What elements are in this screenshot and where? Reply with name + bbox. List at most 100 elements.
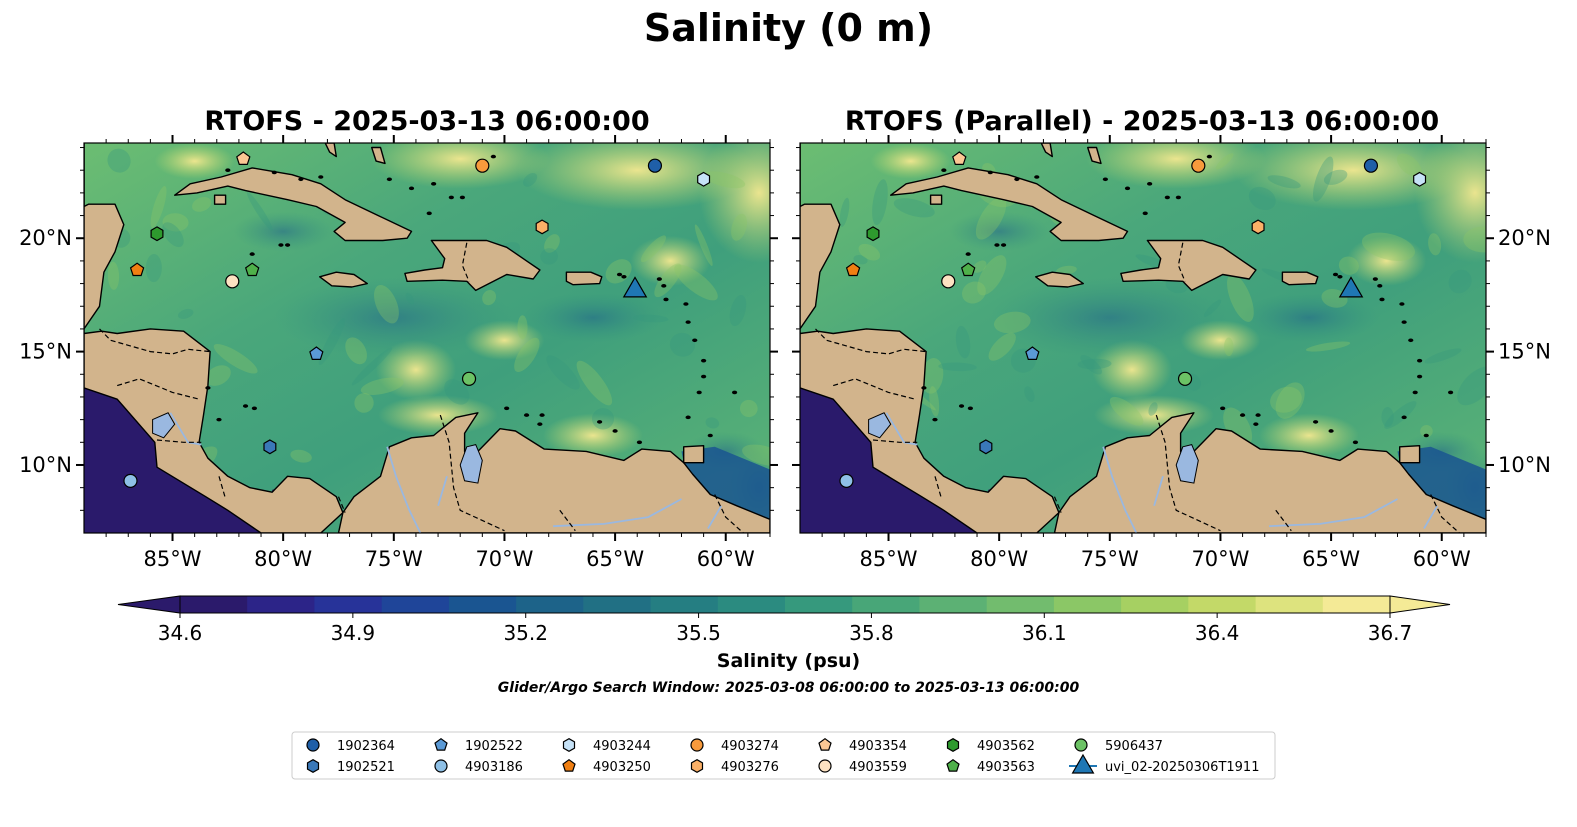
small-island bbox=[298, 177, 304, 182]
small-island bbox=[426, 211, 432, 216]
river bbox=[1102, 446, 1138, 533]
small-island bbox=[1399, 302, 1405, 306]
platform-4903274-marker bbox=[1191, 158, 1206, 173]
eddy-texture bbox=[246, 191, 273, 231]
eddy-texture bbox=[938, 362, 977, 372]
small-island bbox=[941, 168, 947, 173]
eddy-texture bbox=[1361, 232, 1416, 261]
colorbar-segment bbox=[1188, 596, 1257, 613]
small-island bbox=[1417, 374, 1423, 379]
small-island bbox=[965, 252, 971, 256]
platform-1902364-marker bbox=[1363, 158, 1379, 173]
legend: 1902364 1902521 1902522 4903186 4903244 49032… bbox=[291, 731, 1276, 780]
small-island bbox=[1147, 182, 1153, 186]
colorbar-tick-label: 36.1 bbox=[1022, 621, 1067, 645]
lon-tick-label: 85°W bbox=[860, 547, 918, 571]
country-border bbox=[1177, 242, 1186, 282]
small-island bbox=[249, 252, 255, 256]
legend-box bbox=[291, 731, 1276, 780]
country-border bbox=[872, 439, 918, 443]
lon-tick-label: 65°W bbox=[1302, 547, 1360, 571]
high-salinity-patch bbox=[1086, 143, 1267, 189]
eddy-texture bbox=[546, 355, 580, 390]
land-puerto-rico bbox=[1281, 271, 1319, 286]
lat-tick-label: 15°N bbox=[1498, 340, 1551, 364]
country-border bbox=[815, 328, 927, 355]
small-island bbox=[1447, 390, 1454, 395]
land-puerto-rico bbox=[565, 271, 603, 286]
search-window-note: Glider/Argo Search Window: 2025-03-08 06… bbox=[497, 680, 1080, 696]
high-salinity-patch bbox=[1414, 143, 1486, 263]
eddy-texture bbox=[107, 261, 120, 290]
colorbar-tick-label: 35.5 bbox=[676, 621, 721, 645]
platform-1902522-marker bbox=[309, 346, 324, 360]
eddy-texture bbox=[290, 449, 312, 463]
eddy-texture bbox=[694, 224, 713, 266]
low-salinity-patch bbox=[949, 211, 1050, 252]
legend-label: 4903559 bbox=[849, 760, 907, 775]
land-jamaica bbox=[1035, 271, 1084, 288]
colorbar-tick-label: 34.6 bbox=[158, 621, 203, 645]
platform-4903354-marker bbox=[236, 151, 251, 165]
legend-5906437-marker bbox=[1074, 738, 1088, 752]
lake-nicaragua bbox=[868, 412, 892, 439]
high-salinity-patch bbox=[1233, 143, 1474, 211]
high-salinity-patch bbox=[517, 143, 758, 211]
eddy-texture bbox=[544, 234, 560, 253]
country-border bbox=[1430, 494, 1460, 533]
lon-tick-label: 65°W bbox=[586, 547, 644, 571]
land-bahamas-1 bbox=[324, 143, 337, 158]
small-island bbox=[278, 243, 284, 247]
colorbar-segment bbox=[381, 596, 450, 613]
eddy-texture bbox=[1080, 354, 1103, 375]
eddy-texture bbox=[731, 213, 748, 241]
land-trinidad bbox=[1399, 445, 1421, 464]
eddy-texture bbox=[1448, 269, 1472, 294]
eddy-texture bbox=[591, 408, 615, 430]
lon-tick-label: 80°W bbox=[254, 547, 312, 571]
map-frame bbox=[83, 142, 771, 534]
land-cuba bbox=[174, 167, 413, 242]
small-island bbox=[1206, 154, 1212, 159]
colorbar-segment bbox=[919, 596, 988, 613]
country-border bbox=[461, 242, 470, 282]
legend-4903354-marker bbox=[818, 737, 832, 751]
small-island bbox=[490, 154, 496, 159]
eddy-texture bbox=[482, 289, 497, 306]
eddy-texture bbox=[345, 337, 367, 365]
platform-4903354-marker bbox=[952, 151, 967, 165]
small-island bbox=[225, 168, 231, 173]
eddy-texture bbox=[1463, 226, 1486, 253]
land-south-america bbox=[1053, 412, 1486, 533]
eddy-texture bbox=[145, 254, 162, 283]
land-yucatan bbox=[84, 143, 125, 330]
land-central-america bbox=[84, 143, 344, 533]
colorbar-segment bbox=[583, 596, 652, 613]
platform-uvi_02-20250306T1911-marker bbox=[1338, 276, 1364, 298]
high-salinity-patch bbox=[154, 143, 235, 180]
colorbar-segment bbox=[1322, 596, 1391, 613]
river bbox=[885, 412, 918, 446]
high-salinity-patch bbox=[1346, 235, 1427, 286]
small-island bbox=[459, 195, 466, 200]
colorbar: 34.6 34.9 35.2 35.5 35.8 36.1 36.4 36.7 bbox=[117, 595, 1451, 645]
small-island bbox=[216, 417, 222, 422]
platform-4903250-marker bbox=[845, 262, 861, 277]
small-island bbox=[242, 404, 249, 408]
platform-4903276-marker bbox=[1251, 219, 1265, 235]
eddy-texture bbox=[1312, 156, 1334, 202]
small-island bbox=[1164, 195, 1170, 200]
small-island bbox=[636, 440, 643, 445]
eddy-texture bbox=[858, 243, 881, 261]
eddy-texture bbox=[178, 308, 194, 319]
lon-tick-label: 60°W bbox=[697, 547, 755, 571]
river bbox=[1153, 476, 1164, 507]
legend-1902364-marker bbox=[306, 738, 320, 752]
colorbar-tick-label: 35.8 bbox=[849, 621, 894, 645]
map-frame bbox=[799, 142, 1487, 534]
legend-4903276-marker bbox=[690, 759, 704, 773]
river bbox=[386, 446, 422, 533]
low-salinity-patch bbox=[273, 277, 514, 358]
high-salinity-patch bbox=[1258, 413, 1359, 458]
small-island bbox=[1352, 440, 1359, 445]
